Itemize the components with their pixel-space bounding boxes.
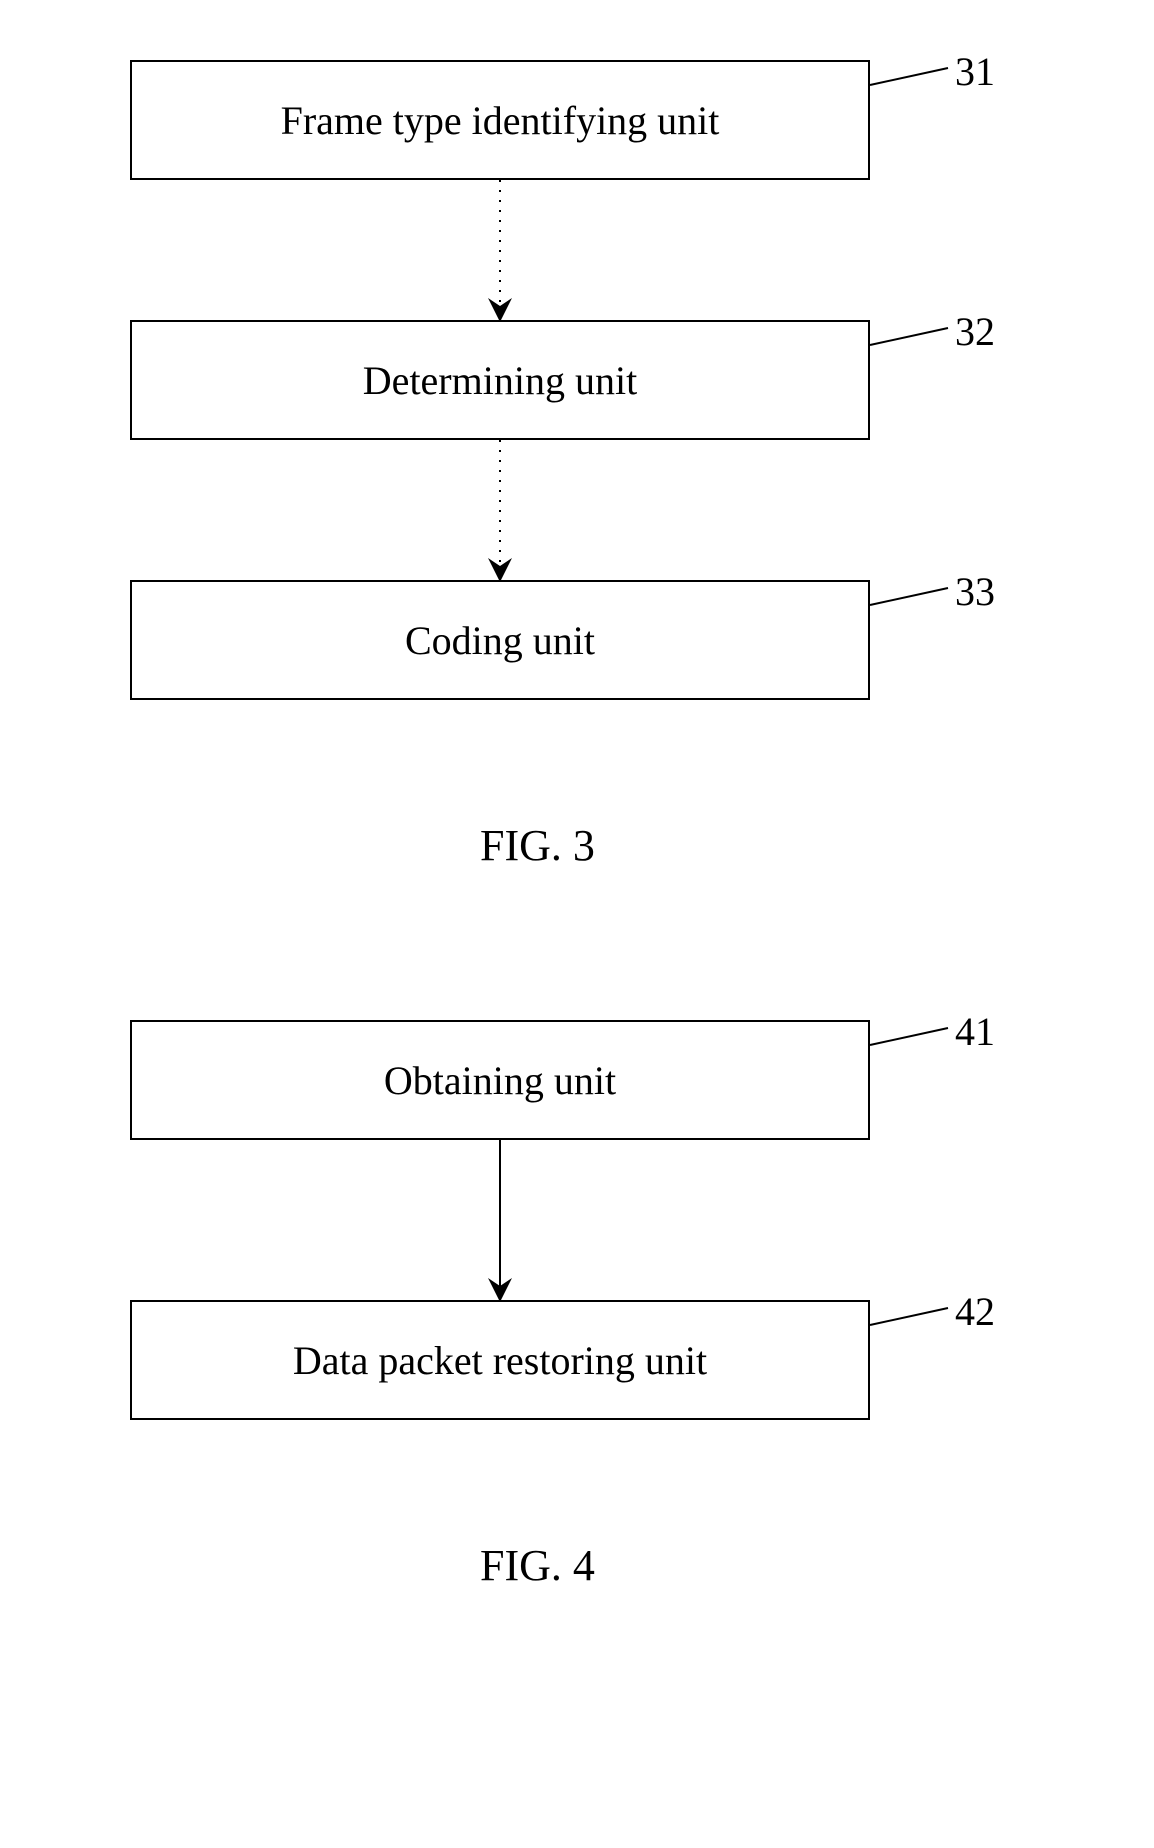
page: Frame type identifying unit Determining … xyxy=(0,0,1154,1848)
connectors-svg xyxy=(0,0,1154,1848)
fig4-leader-0 xyxy=(870,1028,948,1045)
fig4-leader-1 xyxy=(870,1308,948,1325)
fig3-leader-2 xyxy=(870,588,948,605)
fig3-leader-0 xyxy=(870,68,948,85)
fig3-leader-1 xyxy=(870,328,948,345)
